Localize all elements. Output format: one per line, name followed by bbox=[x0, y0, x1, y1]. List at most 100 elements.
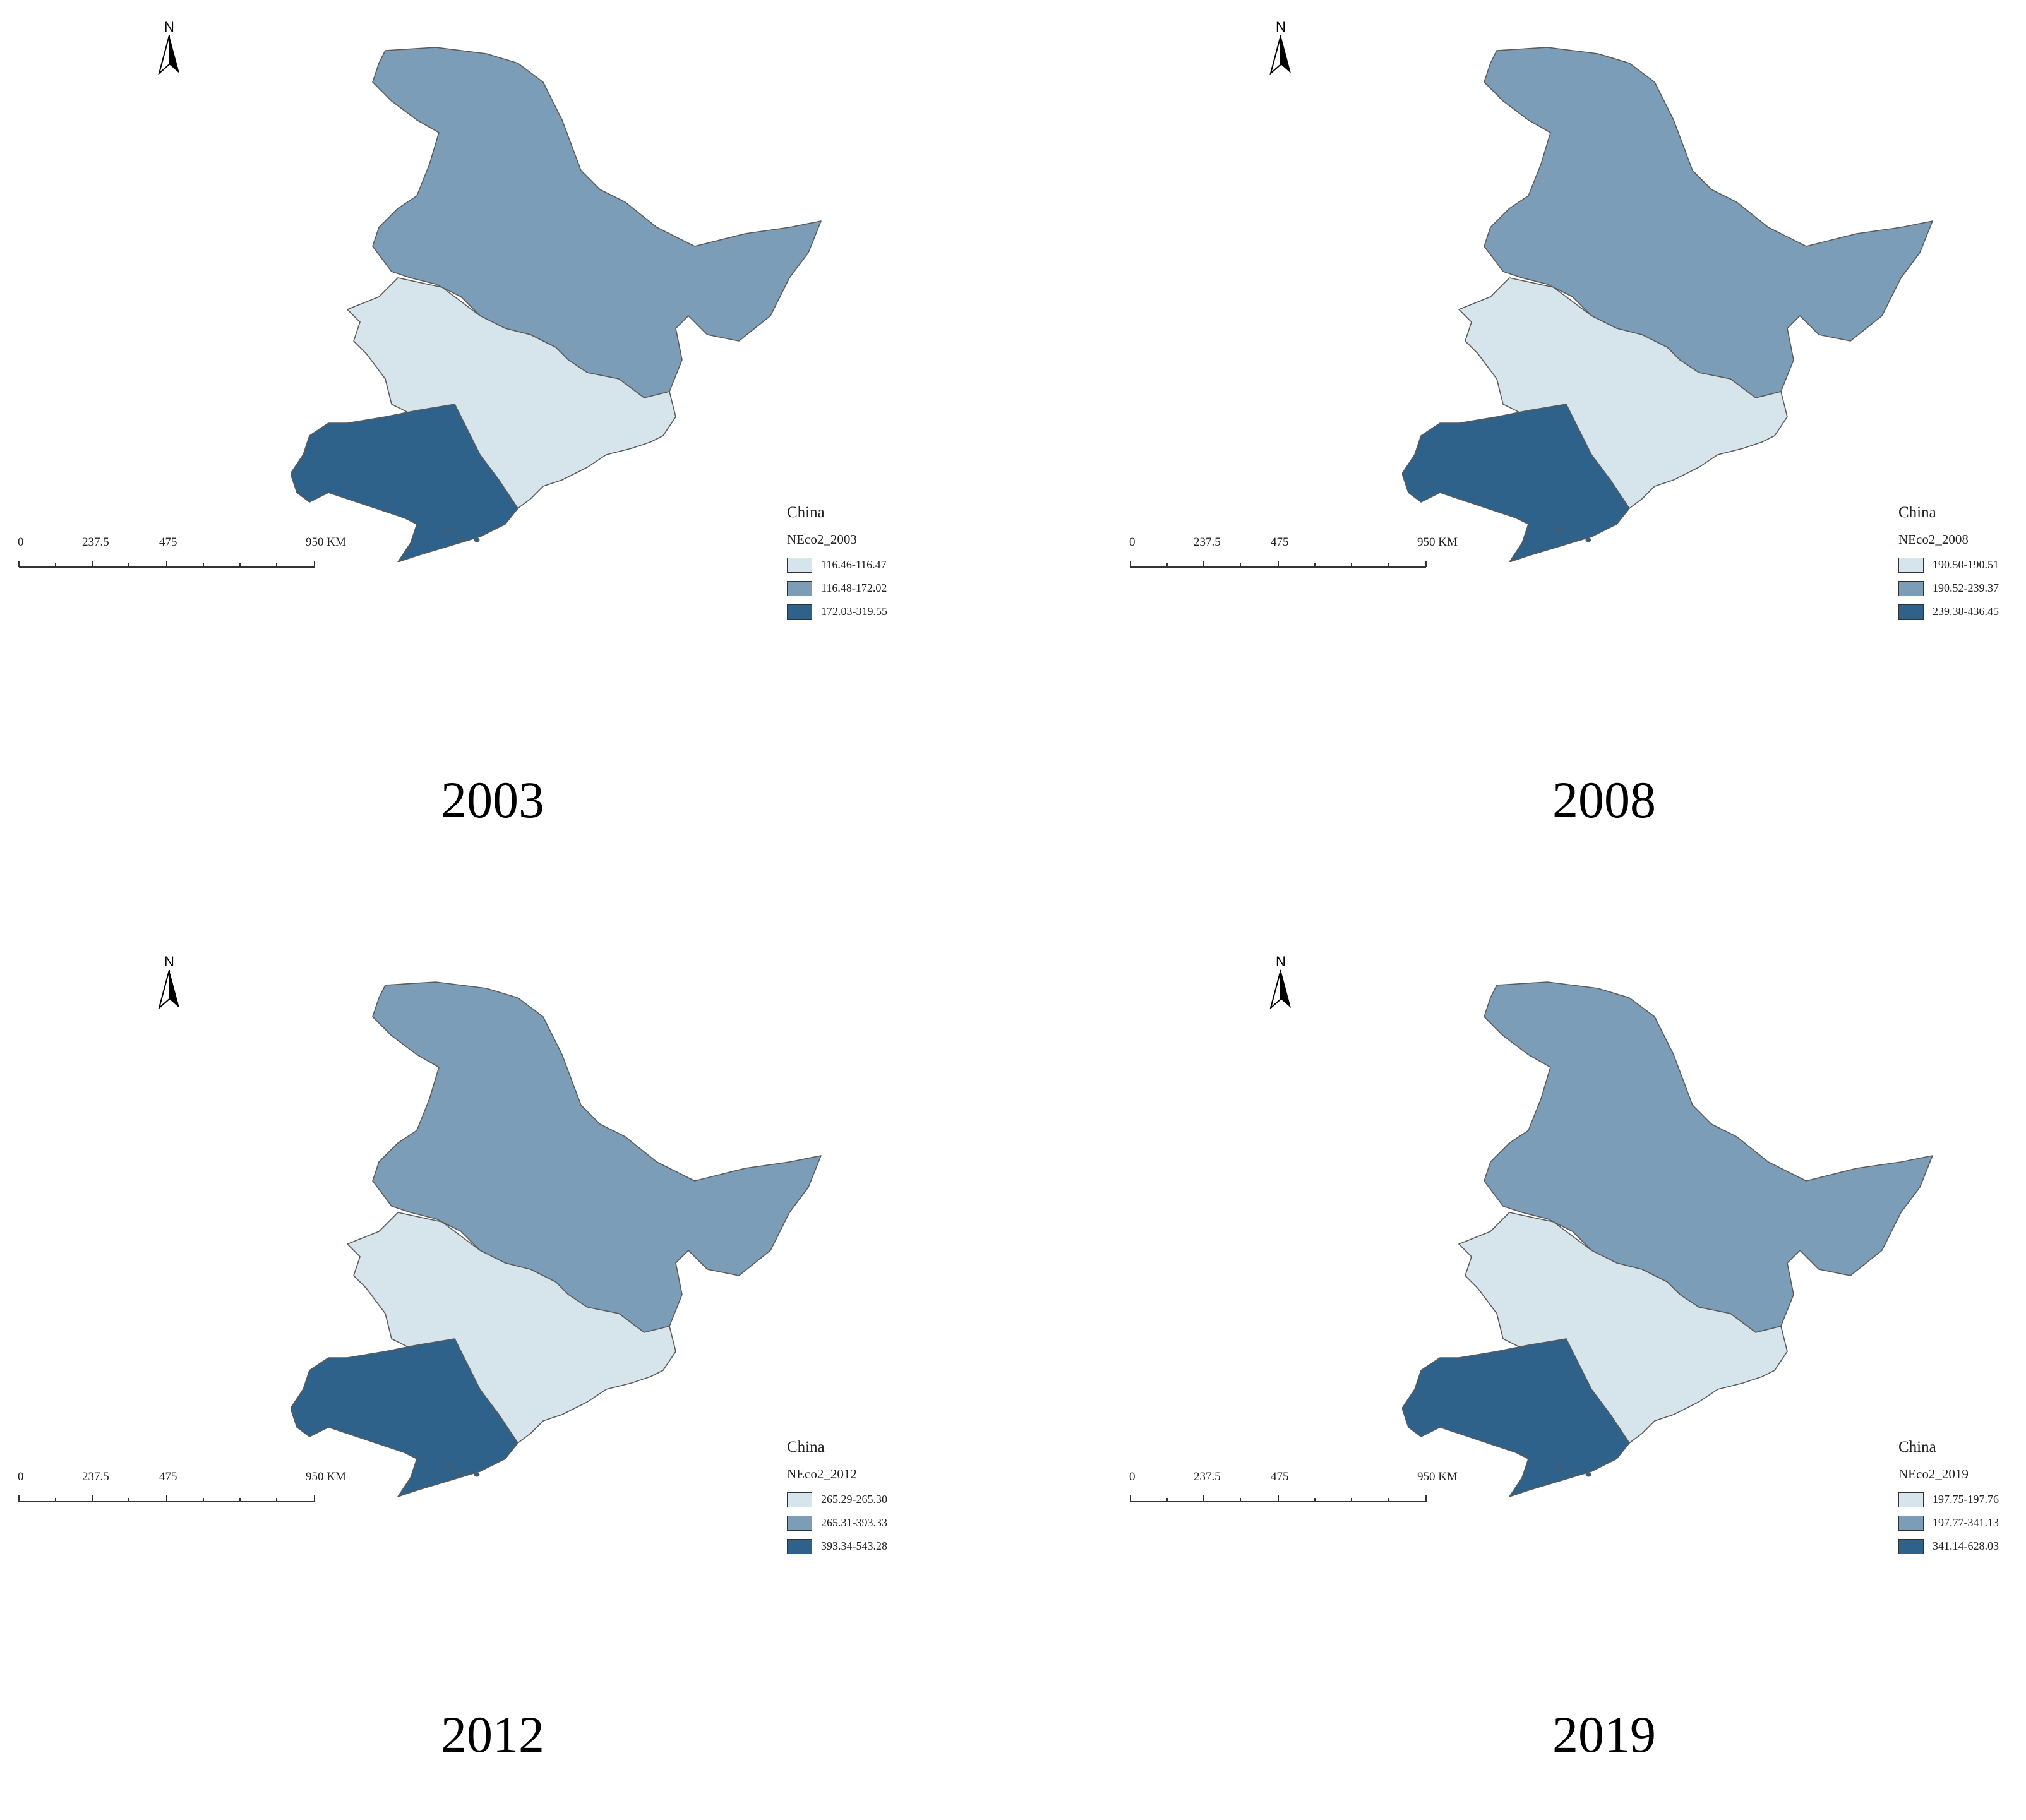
panel-year-caption: 2019 bbox=[1552, 1706, 1656, 1763]
legend-item-label: 116.48-172.02 bbox=[821, 582, 887, 594]
legend-item-label: 393.34-543.28 bbox=[821, 1540, 887, 1552]
northeast-china-map bbox=[291, 47, 822, 562]
legend-item-label: 341.14-628.03 bbox=[1933, 1540, 1999, 1552]
region-liaoning bbox=[1402, 404, 1630, 562]
north-label: N bbox=[1276, 19, 1286, 35]
legend-title: China bbox=[787, 1439, 825, 1456]
legend-swatch bbox=[1898, 580, 1924, 596]
legend-item: 116.46-116.47 bbox=[787, 553, 976, 577]
legend: China NEco2_2008 190.50-190.51 190.52-23… bbox=[1898, 504, 2026, 623]
legend-item: 265.29-265.30 bbox=[787, 1488, 976, 1511]
legend-field-name: NEco2_2008 bbox=[1898, 532, 1969, 547]
northeast-china-map bbox=[1402, 981, 1933, 1497]
region-jilin bbox=[1458, 1212, 1788, 1444]
legend-item: 190.50-190.51 bbox=[1898, 553, 2026, 577]
map-panel-2003: N 0 237.5 475 950 KM bbox=[0, 0, 1112, 885]
scale-tick-label: 237.5 bbox=[82, 1470, 109, 1483]
north-label: N bbox=[164, 19, 174, 35]
legend-item-label: 265.29-265.30 bbox=[821, 1493, 887, 1506]
legend-swatch bbox=[787, 1515, 812, 1531]
map-panel-2008: N 0 237.5 475 950 KM bbox=[1112, 0, 2026, 885]
north-label: N bbox=[1276, 954, 1286, 969]
panel-year-caption: 2008 bbox=[1552, 771, 1656, 829]
north-label: N bbox=[164, 954, 174, 969]
scale-bar: 0 237.5 475 950 KM bbox=[1129, 1470, 1483, 1508]
scale-tick-label: 475 bbox=[1271, 536, 1289, 549]
legend-item: 393.34-543.28 bbox=[787, 1535, 976, 1558]
panel-year-caption: 2003 bbox=[441, 771, 544, 829]
legend-swatch bbox=[787, 1492, 812, 1507]
region-liaoning bbox=[291, 1338, 518, 1497]
legend-item: 239.38-436.45 bbox=[1898, 600, 2026, 623]
scale-tick-label: 475 bbox=[159, 536, 177, 549]
legend: China NEco2_2012 265.29-265.30 265.31-39… bbox=[787, 1439, 976, 1558]
scale-tick-label: 0 bbox=[18, 1470, 24, 1483]
scale-bar: 0 237.5 475 950 KM bbox=[18, 536, 371, 573]
legend-title: China bbox=[787, 504, 825, 521]
legend-item: 197.75-197.76 bbox=[1898, 1488, 2026, 1511]
scale-bar: 0 237.5 475 950 KM bbox=[18, 1470, 371, 1508]
north-arrow-icon bbox=[158, 969, 179, 1009]
region-jilin bbox=[1458, 277, 1788, 509]
legend-item-label: 239.38-436.45 bbox=[1933, 605, 1999, 618]
scale-tick-label: 950 KM bbox=[306, 536, 346, 549]
legend-item: 172.03-319.55 bbox=[787, 600, 976, 623]
legend-field-name: NEco2_2012 bbox=[787, 1466, 857, 1482]
legend-swatch bbox=[787, 580, 812, 596]
region-liaoning bbox=[1402, 1338, 1630, 1497]
region-jilin bbox=[347, 277, 676, 509]
legend-swatch bbox=[1898, 1515, 1924, 1531]
legend-item-label: 190.52-239.37 bbox=[1933, 582, 1999, 594]
legend-item-label: 172.03-319.55 bbox=[821, 605, 887, 618]
scale-tick-label: 950 KM bbox=[1417, 536, 1458, 549]
legend-item: 341.14-628.03 bbox=[1898, 1535, 2026, 1558]
northeast-china-map bbox=[291, 981, 822, 1497]
legend-item: 265.31-393.33 bbox=[787, 1511, 976, 1535]
north-arrow: N bbox=[1262, 954, 1300, 1010]
scale-bar-line bbox=[1130, 561, 1427, 568]
legend-item-label: 197.77-341.13 bbox=[1933, 1516, 1999, 1529]
north-arrow: N bbox=[1262, 19, 1300, 76]
scale-tick-label: 0 bbox=[1129, 1470, 1136, 1483]
north-arrow-icon bbox=[1269, 35, 1291, 75]
legend-item: 116.48-172.02 bbox=[787, 577, 976, 600]
legend-item-label: 116.46-116.47 bbox=[821, 558, 887, 571]
scale-tick-label: 475 bbox=[159, 1470, 177, 1483]
north-arrow: N bbox=[150, 19, 188, 76]
legend-item: 190.52-239.37 bbox=[1898, 577, 2026, 600]
legend-swatch bbox=[1898, 1492, 1924, 1507]
region-liaoning bbox=[291, 404, 518, 562]
legend-title: China bbox=[1898, 1439, 1936, 1456]
scale-tick-label: 950 KM bbox=[1417, 1470, 1458, 1483]
legend-title: China bbox=[1898, 504, 1936, 521]
map-panel-2019: N 0 237.5 475 950 KM bbox=[1112, 935, 2026, 1820]
scale-bar-line bbox=[18, 561, 315, 568]
legend-swatch bbox=[787, 1538, 812, 1554]
map-panel-2012: N 0 237.5 475 950 KM bbox=[0, 935, 1112, 1820]
legend-swatch bbox=[1898, 1538, 1924, 1554]
region-jilin bbox=[347, 1212, 676, 1444]
panel-year-caption: 2012 bbox=[441, 1706, 544, 1763]
legend-swatch bbox=[1898, 604, 1924, 620]
legend-swatch bbox=[787, 557, 812, 573]
scale-tick-label: 950 KM bbox=[306, 1470, 346, 1483]
scale-tick-label: 237.5 bbox=[1194, 536, 1221, 549]
legend-swatch bbox=[1898, 557, 1924, 573]
legend-field-name: NEco2_2019 bbox=[1898, 1466, 1969, 1482]
legend-item-label: 197.75-197.76 bbox=[1933, 1493, 1999, 1506]
scale-tick-label: 0 bbox=[1129, 536, 1136, 549]
legend: China NEco2_2003 116.46-116.47 116.48-17… bbox=[787, 504, 976, 623]
legend-item-label: 190.50-190.51 bbox=[1933, 558, 1999, 571]
north-arrow-icon bbox=[1269, 969, 1291, 1009]
scale-tick-label: 237.5 bbox=[82, 536, 109, 549]
north-arrow: N bbox=[150, 954, 188, 1010]
scale-tick-label: 0 bbox=[18, 536, 24, 549]
legend: China NEco2_2019 197.75-197.76 197.77-34… bbox=[1898, 1439, 2026, 1558]
scale-bar-line bbox=[1130, 1495, 1427, 1502]
northeast-china-map bbox=[1402, 47, 1933, 562]
scale-tick-label: 475 bbox=[1271, 1470, 1289, 1483]
scale-tick-label: 237.5 bbox=[1194, 1470, 1221, 1483]
legend-field-name: NEco2_2003 bbox=[787, 532, 857, 547]
legend-item-label: 265.31-393.33 bbox=[821, 1516, 887, 1529]
scale-bar-line bbox=[18, 1495, 315, 1502]
